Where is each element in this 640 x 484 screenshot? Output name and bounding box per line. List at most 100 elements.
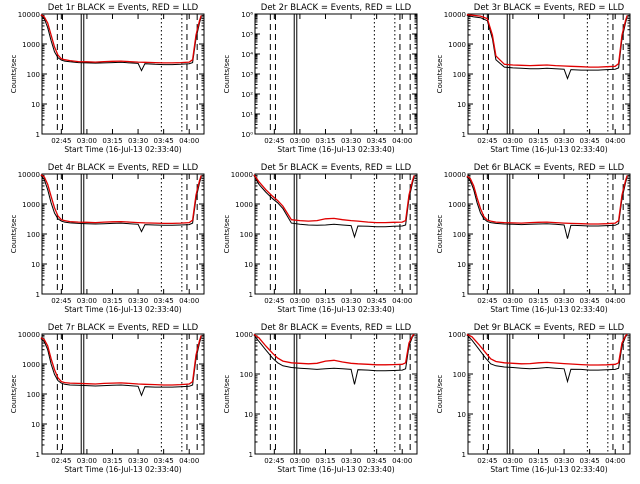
y-axis-label: Counts/sec	[223, 55, 231, 94]
y-tick-label: 100	[27, 231, 40, 239]
y-tick-label: 1000	[448, 41, 466, 49]
x-tick-label: 03:00	[503, 297, 523, 305]
x-tick-label: 03:00	[77, 457, 97, 465]
y-tick-label: 10	[244, 411, 253, 419]
panel-title: Det 9r BLACK = Events, RED = LLD	[474, 323, 625, 333]
series-line-lld	[40, 174, 202, 225]
x-tick-label: 04:00	[605, 457, 625, 465]
x-tick-label: 03:45	[154, 457, 174, 465]
y-tick-label: 100	[453, 231, 466, 239]
series-line-lld	[253, 333, 415, 366]
y-tick-label: 10000	[444, 171, 466, 179]
x-tick-label: 03:30	[128, 457, 148, 465]
x-tick-label: 03:00	[290, 297, 310, 305]
x-tick-label: 03:15	[102, 297, 122, 305]
x-tick-label: 02:45	[264, 457, 284, 465]
x-tick-label: 04:00	[392, 297, 412, 305]
x-tick-label: 03:00	[503, 457, 523, 465]
y-tick-label: 1000	[22, 41, 40, 49]
y-tick-label: 1000	[448, 201, 466, 209]
panel-title: Det 8r BLACK = Events, RED = LLD	[261, 323, 412, 333]
series-line-lld	[466, 333, 628, 366]
x-tick-label: 03:00	[77, 297, 97, 305]
y-axis-label: Counts/sec	[10, 375, 18, 414]
x-tick-label: 03:15	[102, 137, 122, 145]
y-tick-label: 10²	[241, 91, 253, 99]
detector-panel-6: Det 6r BLACK = Events, RED = LLD 1 10 100 10…	[436, 163, 631, 314]
x-tick-label: 02:45	[477, 457, 497, 465]
y-axis-label: Counts/sec	[223, 375, 231, 414]
x-tick-label: 03:30	[341, 297, 361, 305]
y-tick-label: 10	[31, 101, 40, 109]
x-axis-label: Start Time (16-Jul-13 02:33:40)	[277, 145, 394, 154]
y-tick-label: 10⁵	[241, 31, 253, 39]
x-tick-label: 03:30	[341, 457, 361, 465]
y-tick-label: 1000	[235, 331, 253, 339]
y-tick-label: 1	[462, 451, 466, 459]
x-axis-label: Start Time (16-Jul-13 02:33:40)	[64, 145, 181, 154]
series-line-events	[466, 334, 628, 384]
y-tick-label: 10000	[231, 171, 253, 179]
x-axis-label: Start Time (16-Jul-13 02:33:40)	[490, 145, 607, 154]
series-line-lld	[466, 14, 628, 68]
x-tick-label: 04:00	[605, 137, 625, 145]
y-tick-label: 10⁰	[241, 131, 253, 139]
y-tick-label: 1	[36, 131, 40, 139]
y-tick-label: 10	[31, 261, 40, 269]
y-tick-label: 1	[36, 291, 40, 299]
x-axis-label: Start Time (16-Jul-13 02:33:40)	[277, 465, 394, 474]
x-tick-label: 03:30	[341, 137, 361, 145]
y-axis-label: Counts/sec	[436, 375, 444, 414]
series-line-events	[466, 176, 628, 239]
x-axis-label: Start Time (16-Jul-13 02:33:40)	[490, 465, 607, 474]
x-tick-label: 03:45	[154, 137, 174, 145]
y-axis-label: Counts/sec	[436, 215, 444, 254]
detector-panel-7: Det 7r BLACK = Events, RED = LLD 1 10 100 10…	[10, 323, 205, 474]
x-tick-label: 03:15	[528, 137, 548, 145]
x-tick-label: 03:15	[315, 137, 335, 145]
y-tick-label: 100	[240, 371, 253, 379]
y-tick-label: 10000	[18, 331, 40, 339]
plot-frame	[467, 333, 631, 455]
x-tick-label: 03:30	[554, 137, 574, 145]
y-tick-label: 10	[457, 261, 466, 269]
y-tick-label: 10	[31, 421, 40, 429]
x-tick-label: 03:15	[102, 457, 122, 465]
y-tick-label: 100	[453, 371, 466, 379]
x-tick-label: 03:45	[580, 137, 600, 145]
panel-title: Det 1r BLACK = Events, RED = LLD	[48, 3, 199, 13]
y-tick-label: 10000	[18, 11, 40, 19]
plot-frame	[467, 173, 631, 295]
x-axis-label: Start Time (16-Jul-13 02:33:40)	[64, 305, 181, 314]
x-tick-label: 03:00	[503, 137, 523, 145]
y-tick-label: 1000	[448, 331, 466, 339]
x-tick-label: 04:00	[392, 137, 412, 145]
y-tick-label: 1	[462, 131, 466, 139]
x-tick-label: 03:30	[554, 297, 574, 305]
plot-frame	[254, 333, 418, 455]
x-tick-label: 03:15	[315, 297, 335, 305]
plot-frame	[467, 13, 631, 135]
panel-title: Det 7r BLACK = Events, RED = LLD	[48, 323, 199, 333]
detector-panel-8: Det 8r BLACK = Events, RED = LLD 1 10 100 10…	[223, 323, 418, 474]
panel-title: Det 6r BLACK = Events, RED = LLD	[474, 163, 625, 173]
y-tick-label: 1000	[22, 361, 40, 369]
x-tick-label: 03:45	[154, 297, 174, 305]
y-tick-label: 10000	[444, 11, 466, 19]
x-tick-label: 03:30	[128, 297, 148, 305]
y-tick-label: 10⁶	[241, 11, 253, 19]
panel-title: Det 5r BLACK = Events, RED = LLD	[261, 163, 412, 173]
x-tick-label: 03:15	[315, 457, 335, 465]
y-tick-label: 100	[240, 231, 253, 239]
y-tick-label: 1000	[22, 201, 40, 209]
x-tick-label: 03:15	[528, 297, 548, 305]
x-tick-label: 02:45	[264, 137, 284, 145]
series-line-events	[40, 175, 202, 233]
panel-title: Det 2r BLACK = Events, RED = LLD	[261, 3, 412, 13]
y-tick-label: 10¹	[241, 111, 253, 119]
x-tick-label: 03:45	[580, 297, 600, 305]
x-tick-label: 04:00	[392, 457, 412, 465]
x-tick-label: 03:30	[554, 457, 574, 465]
panel-title: Det 4r BLACK = Events, RED = LLD	[48, 163, 199, 173]
